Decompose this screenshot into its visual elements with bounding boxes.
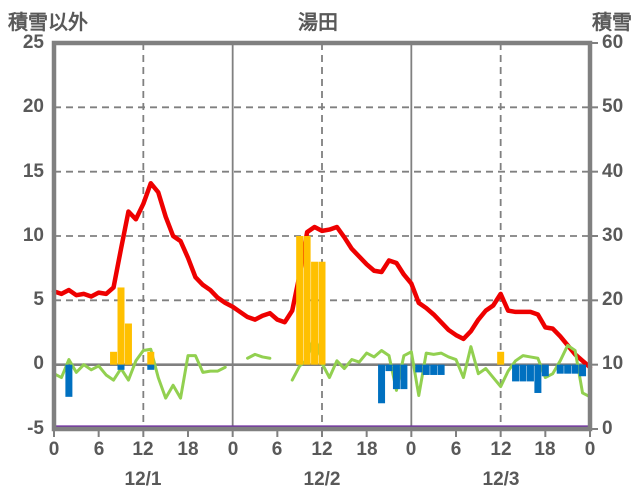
left-axis-tick: 5 — [33, 289, 44, 310]
bar — [110, 351, 118, 365]
right-axis-tick: 0 — [602, 418, 613, 439]
blue-bars — [65, 364, 587, 404]
bar — [318, 261, 326, 365]
x-axis-tick: 0 — [405, 439, 417, 460]
bar — [519, 364, 527, 382]
left-axis-tick: 10 — [22, 225, 44, 246]
right-axis-tick: 40 — [602, 161, 624, 182]
x-axis-tick: 12 — [311, 439, 333, 460]
x-axis-tick: 18 — [177, 439, 199, 460]
right-axis-tick: 30 — [602, 225, 624, 246]
bar — [147, 351, 155, 365]
right-axis-title: 積雪 — [592, 12, 632, 34]
x-axis-tick: 6 — [271, 439, 283, 460]
bar — [400, 364, 408, 390]
bar — [497, 351, 505, 365]
bar — [65, 364, 73, 397]
bar — [556, 364, 564, 374]
bar — [147, 364, 155, 370]
bar — [311, 261, 319, 365]
bar — [296, 236, 304, 365]
bar — [392, 364, 400, 390]
left-axis-title: 積雪以外 — [8, 12, 88, 34]
right-axis-tick: 10 — [602, 353, 624, 374]
bar — [378, 364, 386, 404]
bar — [117, 287, 125, 365]
left-axis-tick: -5 — [27, 418, 44, 439]
bar — [534, 364, 542, 393]
bar — [579, 364, 587, 377]
x-axis-tick: 18 — [356, 439, 378, 460]
bar — [571, 364, 579, 374]
x-axis-tick: 6 — [450, 439, 462, 460]
right-axis-tick: 50 — [602, 96, 624, 117]
x-axis-tick: 12 — [490, 439, 512, 460]
orange-bars — [110, 236, 505, 365]
bar — [385, 364, 393, 372]
left-axis-tick: 20 — [22, 96, 44, 117]
right-axis-tick: 20 — [602, 289, 624, 310]
bar — [526, 364, 534, 382]
x-axis-tick: 0 — [48, 439, 60, 460]
x-axis-tick: 12 — [132, 439, 154, 460]
chart-title: 湯田 — [298, 12, 338, 34]
left-axis-tick: 0 — [33, 353, 44, 374]
bar — [437, 364, 445, 375]
date-label: 12/2 — [303, 469, 341, 490]
bar — [564, 364, 572, 374]
x-axis-tick: 0 — [227, 439, 239, 460]
x-axis-tick: 0 — [584, 439, 596, 460]
bar — [124, 323, 132, 365]
x-axis-tick: 18 — [534, 439, 556, 460]
bar — [512, 364, 520, 382]
left-axis-tick: 15 — [22, 161, 44, 182]
x-axis-tick: 6 — [93, 439, 105, 460]
bar — [415, 364, 423, 373]
right-axis-tick: 60 — [602, 32, 624, 53]
left-axis-tick: 25 — [22, 32, 44, 53]
bar — [303, 236, 311, 365]
bar — [541, 364, 549, 377]
bar — [117, 364, 125, 370]
date-label: 12/3 — [482, 469, 520, 490]
plot-border — [51, 40, 593, 432]
bar — [422, 364, 430, 375]
red-line — [51, 180, 593, 370]
bar — [430, 364, 438, 375]
date-label: 12/1 — [124, 469, 162, 490]
